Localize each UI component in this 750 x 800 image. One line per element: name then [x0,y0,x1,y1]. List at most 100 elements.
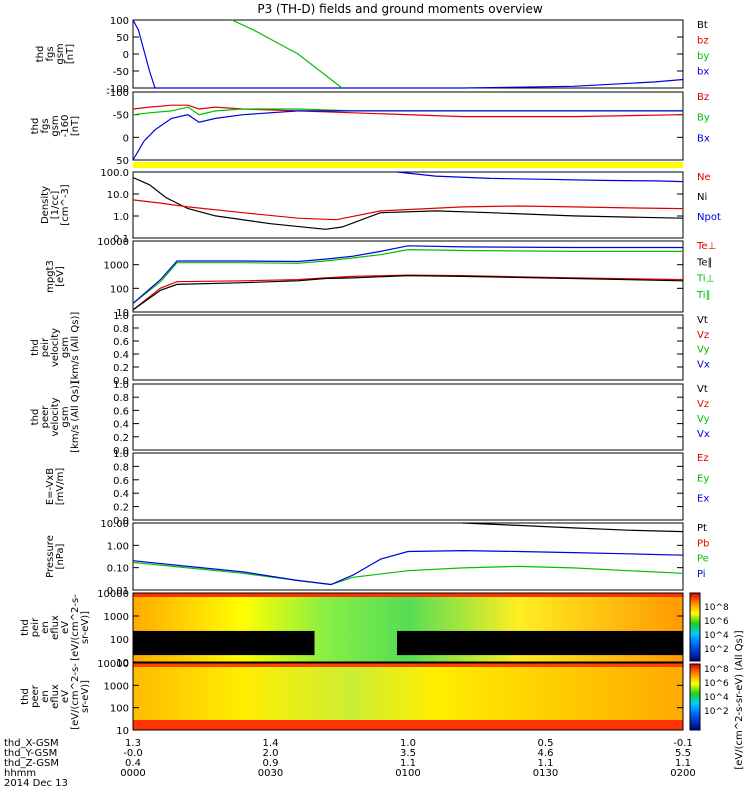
series-Npot [396,171,684,183]
x-row-label: thd_Y-GSM [4,748,57,759]
x-tick-label: 1.1 [538,758,554,769]
x-tick-label: 2.0 [263,748,279,759]
y-tick-label: 50 [116,156,129,167]
legend-bx: bx [697,67,709,78]
spectrogram-edge [133,720,683,730]
y-tick-label: 0.8 [113,462,129,473]
y-tick-label: 100 [110,704,129,715]
x-row-label: hhmm [4,768,36,779]
legend-By: By [697,113,710,124]
y-axis-label: fgs [40,118,51,133]
y-tick-label: 0.4 [113,420,129,431]
legend-by: by [697,51,709,62]
legend-Te⊥: Te⊥ [696,241,716,252]
y-tick-label: 1.0 [113,380,129,391]
series-Pe [132,561,684,586]
y-axis-label: sr-eV)] [80,611,91,644]
colorbar-tick: 10^6 [704,617,729,627]
y-tick-label: 0.4 [113,489,129,500]
spectrogram-gap [133,630,315,656]
y-axis-label: [eV] [55,266,66,287]
legend-Vx: Vx [697,429,710,440]
y-tick-label: 10000 [97,659,129,670]
y-axis-label: thd [30,409,41,426]
y-axis-label: eflux [50,684,61,709]
y-tick-label: 0.6 [113,476,129,487]
y-axis-label: [km/s (All Qs)] [70,381,81,453]
series-Bx [132,110,683,161]
y-tick-label: 0.6 [113,337,129,348]
y-tick-label: 0.4 [113,350,129,361]
y-tick-label: 0.0 [113,446,129,457]
y-axis-label: velocity [50,328,61,367]
y-tick-label: 1.0 [113,449,129,460]
spectrogram-edge [133,663,683,667]
panel-fgs-gsm: 100 50 0 -50 -100 thd fgs gsm [nT] Bt bz by bx [35,16,709,95]
y-axis-label: eflux [50,615,61,640]
colorbar-title: [eV/(cm^2-s-sr-eV) (All Qs)] [734,630,745,769]
legend-Pi: Pi [697,569,706,580]
y-tick-label: 10 [116,726,129,737]
spectrogram [133,663,683,730]
legend-Vz: Vz [697,330,709,341]
y-axis-label: peir [40,337,51,357]
y-axis-label: mpgt3 [45,260,56,293]
y-tick-label: 10000 [97,589,129,600]
y-tick-label: 0.0 [113,516,129,527]
y-tick-label: -100 [106,84,129,95]
y-axis-label: en [40,690,51,703]
panel-pressure: 10.00 1.00 0.10 0.01 Pressure [nPa] Pt Pb Pe Pi [45,519,709,597]
panel-mpgt3: 10000 1000 100 10 mpgt3 [eV] Te⊥ Te∥ Ti⊥ Ti∥ [45,237,716,319]
status-bar [133,162,683,168]
legend-Vt: Vt [697,384,708,395]
legend-Npot: Npot [697,212,721,223]
series-bx [132,19,684,89]
y-axis-label: en [40,621,51,634]
panel-peer-eflux: 10000 1000 100 10 thd peer en eflux eV [eV/(cm^2-… [20,659,684,737]
x-tick-label: 1.4 [263,738,279,749]
x-tick-label: 0.5 [538,738,554,749]
legend-Bt: Bt [697,20,708,31]
y-tick-label: 0.10 [107,564,129,575]
y-axis-label: [cm^-3] [60,184,71,225]
x-tick-label: 1.1 [400,758,416,769]
x-row-label: thd_Z-GSM [4,758,59,769]
y-tick-label: 1.0 [113,212,129,223]
y-tick-label: 10.00 [100,519,129,530]
panel-frame [132,91,684,161]
y-axis-label: velocity [50,397,61,436]
x-tick-label: 5.5 [675,748,691,759]
x-tick-label: -0.1 [673,738,693,749]
x-tick-label: 0200 [670,768,695,779]
legend-Ti∥: Ti∥ [696,290,711,301]
y-tick-label: -50 [113,111,129,122]
y-axis-label: peer [30,684,41,708]
panel-fgs-gsm-160: -100 -50 0 50 thd fgs gsm -160 [nT] Bz By Bx [30,88,710,167]
y-tick-label: 0.2 [113,363,129,374]
series-Pt [462,522,684,533]
y-tick-label: 100 [110,284,129,295]
y-axis-label: E=-VxB [45,468,56,505]
panel-frame [132,240,684,313]
y-tick-label: 10 [116,658,129,669]
x-tick-label: 1.1 [675,758,691,769]
panel-peir-velocity: 1.0 0.8 0.6 0.4 0.2 0.0 thd peir velocity gsm [km/… [30,311,710,387]
y-axis-label: gsm [50,115,61,136]
y-tick-label: 0.8 [113,393,129,404]
y-axis-label: -160 [60,115,71,138]
x-tick-label: 4.6 [538,748,554,759]
x-tick-label: 0.4 [125,758,141,769]
y-axis-label: sr-eV)] [80,680,91,713]
y-tick-label: 1000 [104,261,129,272]
y-tick-label: -50 [113,67,129,78]
y-axis-label: Density [40,186,51,224]
series-Bz [132,104,684,118]
series-by [231,19,343,89]
colorbar-tick: 10^8 [704,603,729,613]
panel-frame [132,383,684,451]
x-tick-label: 0030 [258,768,283,779]
y-axis-label: eV [60,621,71,634]
y-axis-label: [nT] [65,44,76,64]
legend-Ex: Ex [697,494,709,505]
